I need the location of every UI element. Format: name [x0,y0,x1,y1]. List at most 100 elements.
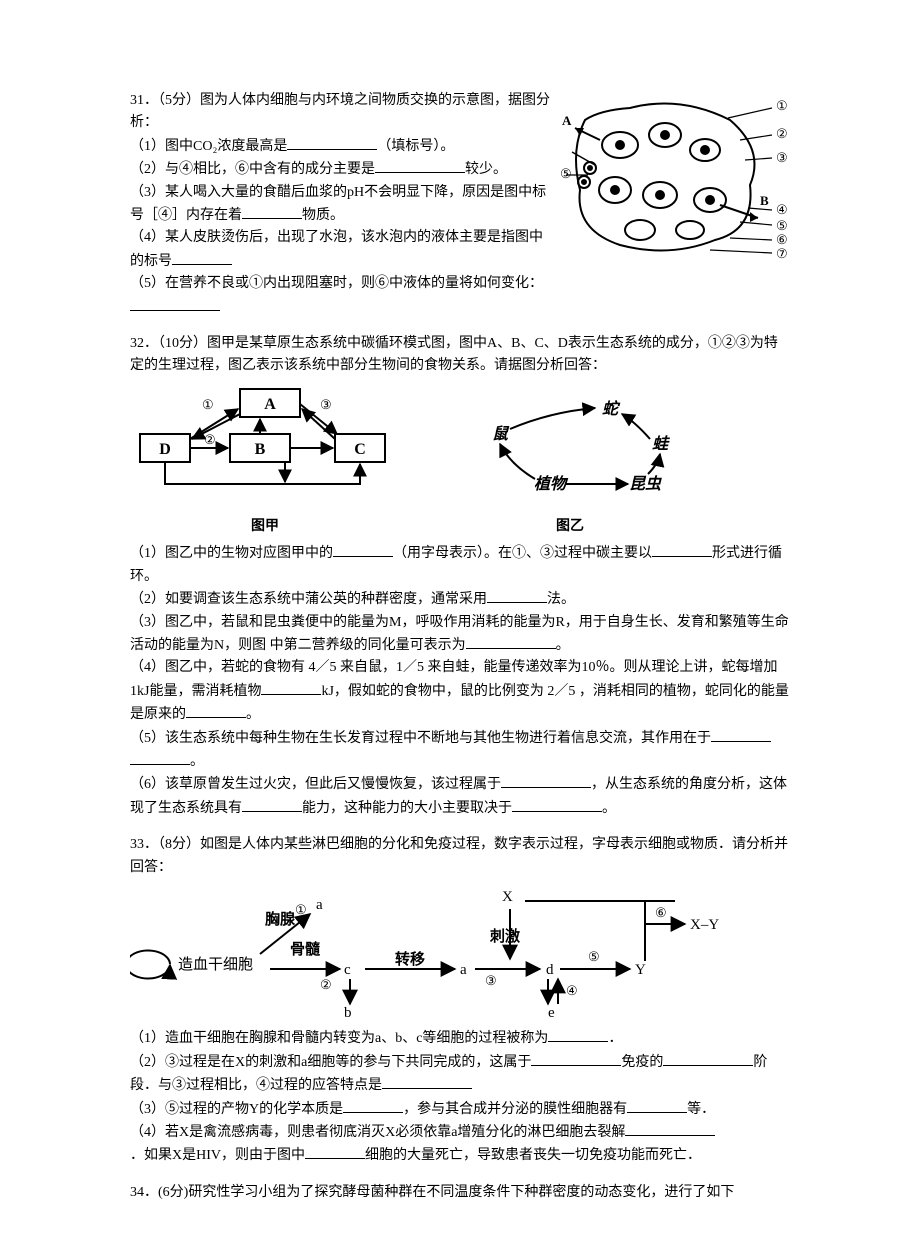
text: （1）图中CO₂浓度最高是 [130,139,287,154]
svg-text:C: C [354,441,366,458]
question-31: ① ② ③ ④ ⑤ ⑥ ⑦ ⑤ A B 31．（5分）图为人体内细胞与内环境之间… [130,90,790,319]
svg-text:⑤: ⑤ [776,218,788,233]
q33-p4: （4）若X是禽流感病毒，则患者彻底消灭X必须依靠a增殖分化的淋巴细胞去裂解 ．如果… [130,1121,790,1168]
q33-p3: （3）⑤过程的产物Y的化学本质是 ，参与其合成并分泌的膜性细胞器有 等． [130,1098,790,1121]
text: ． [608,1031,622,1046]
svg-text:②: ② [320,977,332,992]
text: （3）图乙中，若鼠和昆虫粪便中的能量为M，呼吸作用消耗的能量为R，用于自身生长、… [130,615,789,653]
q32-p4: （4）图乙中，若蛇的食物有 4／5 来自鼠，1／5 来自蛙，能量传递效率为10％… [130,657,790,726]
svg-text:③: ③ [320,397,332,412]
blank [130,296,220,311]
text: （2）与④相比，⑥中含有的成分主要是 [130,162,375,177]
text: 。 [190,754,204,769]
text: 等． [687,1102,715,1117]
text: 细胞的大量死亡，导致患者丧失一切免疫功能而死亡． [365,1148,701,1163]
svg-text:④: ④ [776,202,788,217]
caption-b: 图乙 [450,516,690,538]
svg-text:A: A [264,396,276,413]
svg-text:昆虫: 昆虫 [629,475,662,493]
svg-text:Y: Y [635,962,646,978]
text: （填标号）。 [377,139,454,154]
blank [531,1051,621,1066]
blank [186,703,246,718]
text: （6）该草原曾发生过火灾，但此后又慢慢恢复，该过程属于 [130,777,501,792]
text: 免疫的 [621,1055,663,1070]
svg-text:②: ② [204,432,216,447]
text: 。 [602,801,616,816]
text: ．如果X是HIV，则由于图中 [130,1148,305,1163]
q32-p1: （1）图乙中的生物对应图甲中的（用字母表示）。在①、③过程中碳主要以形式进行循环… [130,542,790,588]
blank [333,542,393,557]
svg-text:蛇: 蛇 [602,400,621,418]
q31-p5: （5）在营养不良或①内出现阻塞时，则⑥中液体的量将如何变化： [130,273,790,319]
text: （3）⑤过程的产物Y的化学本质是 [130,1102,343,1117]
caption-a: 图甲 [130,516,400,538]
text: 能力，这种能力的大小主要取决于 [302,801,512,816]
blank [652,542,712,557]
text: （1）造血干细胞在胸腺和骨髓内转变为a、b、c等细胞的过程被称为 [130,1031,548,1046]
q32-diagram-a: A D B C [130,384,400,539]
q33-title: 33．（8分）如图是人体内某些淋巴细胞的分化和免疫过程，数字表示过程，字母表示细… [130,834,790,879]
blank [627,1098,687,1113]
blank [343,1098,403,1113]
svg-text:转移: 转移 [395,950,425,968]
svg-text:③: ③ [776,150,788,165]
blank [305,1144,365,1159]
svg-text:b: b [344,1005,352,1019]
blank [287,135,377,150]
svg-text:刺激: 刺激 [490,927,521,945]
blank [130,750,190,765]
q32-p6: （6）该草原曾发生过火灾，但此后又慢慢恢复，该过程属于，从生态系统的角度分析，这… [130,773,790,820]
svg-text:A: A [562,113,572,128]
q32-diagram-b: 鼠 蛇 蛙 植物 昆虫 图乙 [450,394,690,539]
svg-text:a: a [460,962,467,978]
q33-p2: （2）③过程是在X的刺激和a细胞等的参与下共同完成的，这属于免疫的阶段．与③过程… [130,1051,790,1098]
svg-text:⑤: ⑤ [588,949,600,964]
text: （4）若X是禽流感病毒，则患者彻底消灭X必须依靠a增殖分化的淋巴细胞去裂解 [130,1125,625,1140]
text: ，参与其合成并分泌的膜性细胞器有 [403,1102,627,1117]
svg-text:⑦: ⑦ [776,246,788,260]
svg-text:④: ④ [566,983,578,998]
text: （5）该生态系统中每种生物在生长发育过程中不断地与其他生物进行着信息交流，其作用… [130,731,711,746]
q32-p3: （3）图乙中，若鼠和昆虫粪便中的能量为M，呼吸作用消耗的能量为R，用于自身生长、… [130,612,790,658]
text: 。 [246,707,260,722]
svg-text:c: c [344,962,351,978]
question-33: 33．（8分）如图是人体内某些淋巴细胞的分化和免疫过程，数字表示过程，字母表示细… [130,834,790,1168]
blank [261,680,321,695]
svg-text:⑤: ⑤ [560,166,572,181]
question-32: 32．（10分）图甲是某草原生态系统中碳循环模式图，图中A、B、C、D表示生态系… [130,333,790,820]
blank [663,1051,753,1066]
text: （5）在营养不良或①内出现阻塞时，则⑥中液体的量将如何变化： [130,276,543,291]
blank [172,250,232,265]
q32-title: 32．（10分）图甲是某草原生态系统中碳循环模式图，图中A、B、C、D表示生态系… [130,333,790,378]
blank [512,797,602,812]
svg-text:⑥: ⑥ [655,905,667,920]
blank [466,634,556,649]
q33-p1: （1）造血干细胞在胸腺和骨髓内转变为a、b、c等细胞的过程被称为 ． [130,1027,790,1050]
text: 。 [556,638,570,653]
blank [501,773,591,788]
svg-text:③: ③ [485,973,497,988]
page: ① ② ③ ④ ⑤ ⑥ ⑦ ⑤ A B 31．（5分）图为人体内细胞与内环境之间… [0,0,920,1258]
text: 法。 [547,592,575,607]
blank [242,797,302,812]
svg-text:X: X [502,889,513,905]
text: （1）图乙中的生物对应图甲中的 [130,546,333,561]
svg-text:②: ② [776,126,788,141]
blank [548,1027,608,1042]
svg-text:X–Y: X–Y [690,917,719,933]
svg-text:B: B [255,441,266,458]
question-34: 34．(6分)研究性学习小组为了探究酵母菌种群在不同温度条件下种群密度的动态变化… [130,1182,790,1204]
svg-text:①: ① [202,397,214,412]
svg-text:①: ① [295,902,307,917]
text: 物质。 [302,208,344,223]
blank [382,1074,472,1089]
q33-diagram: 造血干细胞 胸腺 骨髓 a c b 转移 a X 刺激 d e Y X–Y ① [130,879,790,1027]
blank [375,158,465,173]
svg-text:鼠: 鼠 [492,425,510,443]
svg-text:a: a [316,897,323,913]
q31-cell-diagram: ① ② ③ ④ ⑤ ⑥ ⑦ ⑤ A B [560,90,790,268]
q32-p2: （2）如要调查该生态系统中蒲公英的种群密度，通常采用法。 [130,588,790,611]
node-root: 造血干细胞 [178,956,253,973]
blank [242,204,302,219]
